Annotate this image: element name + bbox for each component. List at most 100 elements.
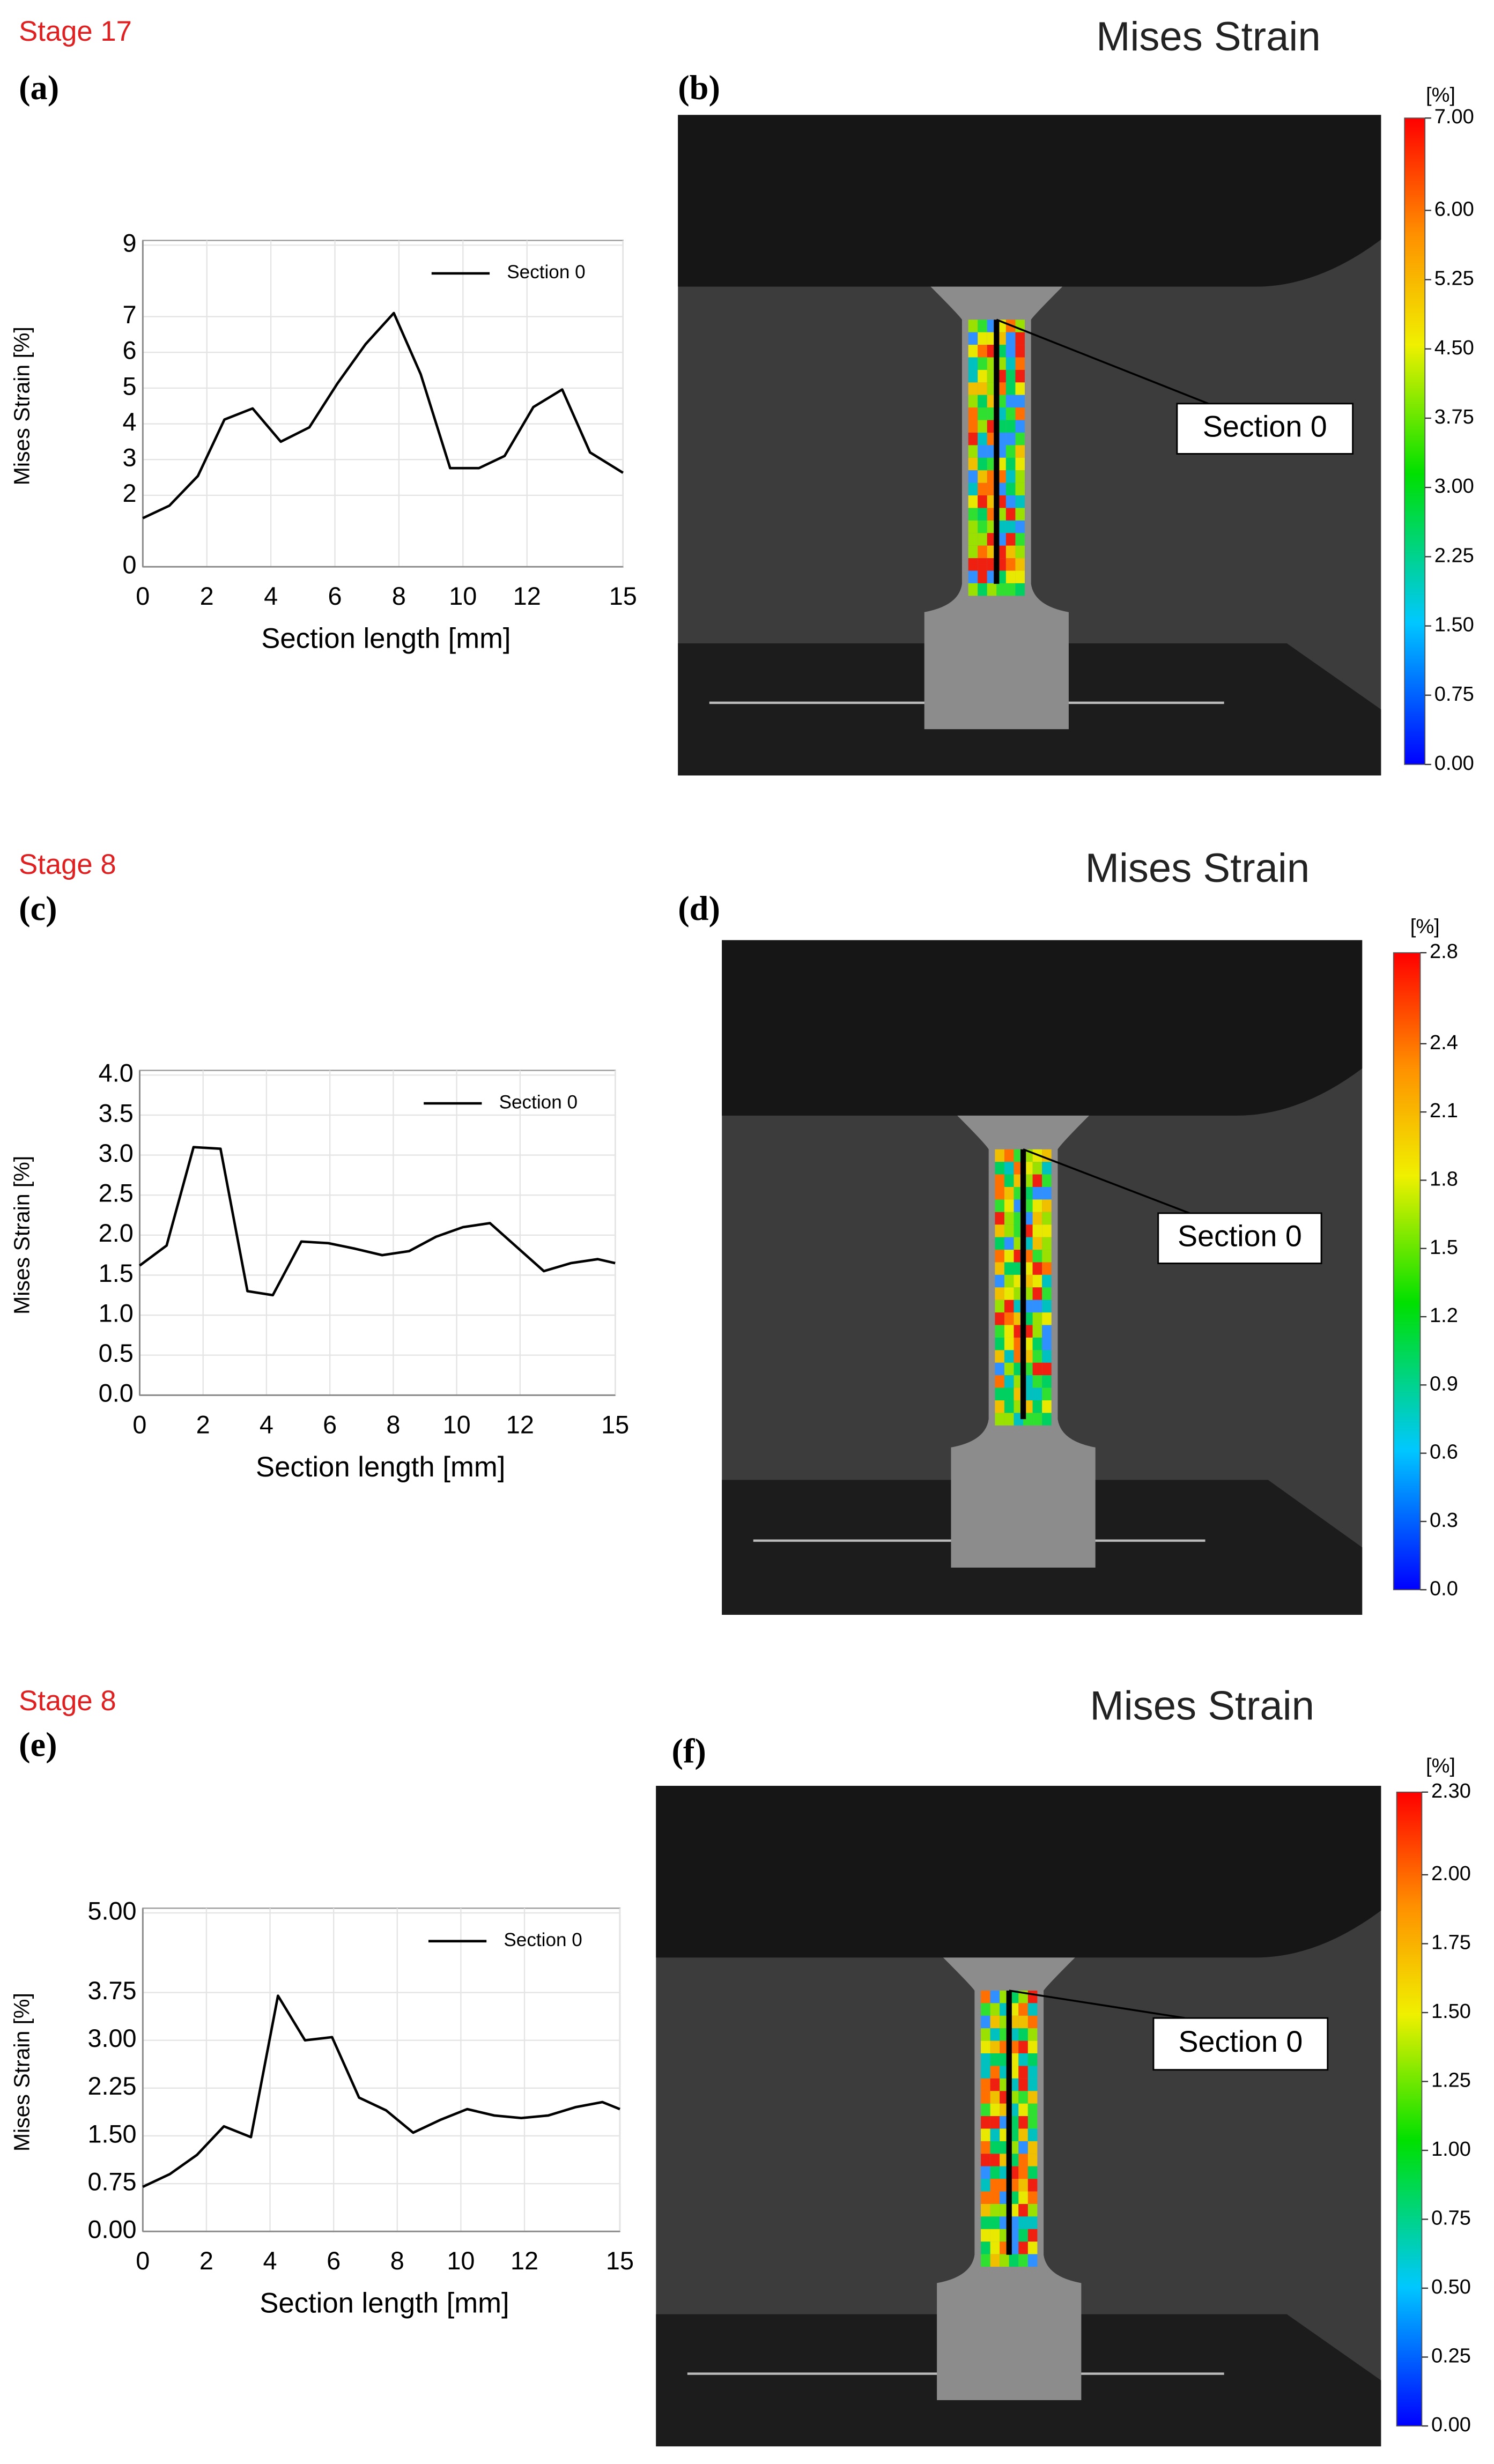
y-tick-label: 9 bbox=[123, 229, 137, 257]
strain-cell bbox=[1042, 1312, 1052, 1325]
strain-cell bbox=[1032, 1325, 1042, 1338]
strain-cell bbox=[1018, 2203, 1028, 2217]
strain-cell bbox=[1004, 1149, 1014, 1162]
strain-cell bbox=[1018, 2053, 1028, 2066]
x-tick-label: 10 bbox=[449, 582, 477, 610]
upper-grip bbox=[722, 940, 1363, 1116]
colorbar-tick-label: 7.00 bbox=[1434, 106, 1474, 128]
strain-cell bbox=[978, 345, 987, 358]
y-tick-label: 2 bbox=[123, 479, 137, 507]
strain-cell bbox=[1018, 2242, 1028, 2254]
strain-cell bbox=[968, 420, 978, 433]
strain-cell bbox=[1042, 1237, 1052, 1250]
colorbar-tick-label: 0.6 bbox=[1430, 1441, 1458, 1464]
strain-cell bbox=[1005, 432, 1016, 446]
strain-cell bbox=[1018, 2015, 1028, 2029]
strain-cell bbox=[1042, 1362, 1052, 1376]
strain-cell bbox=[1027, 2203, 1038, 2217]
strain-cell bbox=[978, 369, 987, 383]
strain-cell bbox=[978, 332, 987, 345]
y-tick-label: 3 bbox=[123, 444, 137, 472]
strain-cell bbox=[968, 470, 978, 483]
strain-cell bbox=[995, 1162, 1004, 1175]
strain-cell bbox=[995, 1312, 1004, 1325]
strain-cell bbox=[1004, 1350, 1014, 1363]
strain-cell bbox=[1018, 2028, 1028, 2041]
colorbar-tick-label: 1.50 bbox=[1434, 614, 1474, 636]
strain-cell bbox=[1018, 2191, 1028, 2204]
panel-label: (d) bbox=[678, 889, 720, 927]
series-line bbox=[142, 311, 624, 519]
x-tick-label: 4 bbox=[263, 2247, 277, 2275]
x-tick-label: 10 bbox=[443, 1411, 471, 1438]
x-tick-label: 8 bbox=[390, 2247, 404, 2275]
y-tick-label: 4.0 bbox=[99, 1059, 134, 1087]
colorbar-tick-label: 2.8 bbox=[1430, 940, 1458, 963]
colorbar-tick-label: 4.50 bbox=[1434, 337, 1474, 359]
strain-cell bbox=[981, 2128, 990, 2141]
strain-cell bbox=[1015, 508, 1025, 521]
colorbar-tick-label: 1.75 bbox=[1431, 1932, 1471, 1954]
y-tick-label: 3.75 bbox=[87, 1977, 136, 2005]
plot-area bbox=[139, 1070, 616, 1396]
strain-cell bbox=[1005, 470, 1016, 483]
strain-cell bbox=[981, 2116, 990, 2129]
strain-cell bbox=[1004, 1300, 1014, 1313]
strain-cell bbox=[1004, 1362, 1014, 1376]
strain-cell bbox=[990, 2254, 1000, 2267]
strain-cell bbox=[995, 1362, 1004, 1376]
x-tick-label: 8 bbox=[392, 582, 406, 610]
panel-label: (e) bbox=[19, 1726, 57, 1764]
strain-cell bbox=[1042, 1274, 1052, 1288]
strain-cell bbox=[1032, 1387, 1042, 1401]
strain-cell bbox=[981, 2203, 990, 2217]
strain-cell bbox=[995, 1174, 1004, 1188]
strain-cell bbox=[1005, 495, 1016, 508]
strain-cell bbox=[1015, 495, 1025, 508]
strain-cell bbox=[1004, 1387, 1014, 1401]
strain-cell bbox=[968, 483, 978, 496]
colorbar-tick-label: 2.30 bbox=[1431, 1780, 1471, 1802]
x-tick-label: 0 bbox=[136, 582, 150, 610]
strain-cell bbox=[990, 2066, 1000, 2079]
strain-cell bbox=[1032, 1300, 1042, 1313]
strain-cell bbox=[1027, 2116, 1038, 2129]
strain-cell bbox=[1015, 470, 1025, 483]
colorbar-tick-label: 5.25 bbox=[1434, 268, 1474, 290]
strain-cell bbox=[1004, 1312, 1014, 1325]
strain-cell bbox=[1004, 1375, 1014, 1388]
strain-cell bbox=[1005, 369, 1016, 383]
y-tick-label: 3.00 bbox=[87, 2024, 136, 2052]
strain-cell bbox=[1032, 1312, 1042, 1325]
strain-cell bbox=[968, 320, 978, 332]
strain-cell bbox=[1018, 2103, 1028, 2117]
y-tick-label: 2.25 bbox=[87, 2072, 136, 2100]
strain-cell bbox=[990, 2053, 1000, 2066]
strain-cell bbox=[1042, 1325, 1052, 1338]
strain-cell bbox=[1018, 2216, 1028, 2229]
strain-cell bbox=[1027, 2254, 1038, 2267]
y-tick-label: 0.0 bbox=[99, 1379, 134, 1407]
strain-cell bbox=[995, 1237, 1004, 1250]
strain-cell bbox=[968, 457, 978, 471]
x-axis-label: Section length [mm] bbox=[260, 2288, 509, 2319]
strain-cell bbox=[1032, 1287, 1042, 1300]
y-tick-label: 4 bbox=[123, 408, 137, 436]
strain-cell bbox=[995, 1199, 1004, 1212]
x-tick-label: 12 bbox=[513, 582, 541, 610]
strain-cell bbox=[1004, 1162, 1014, 1175]
colorbar-tick-label: 1.5 bbox=[1430, 1236, 1458, 1259]
strain-cell bbox=[1027, 2154, 1038, 2166]
y-tick-label: 0.5 bbox=[99, 1339, 134, 1367]
strain-cell bbox=[1042, 1337, 1052, 1350]
strain-cell bbox=[1027, 2053, 1038, 2066]
colorbar-tick-label: 1.50 bbox=[1431, 2000, 1471, 2023]
strain-cell bbox=[968, 570, 978, 583]
strain-cell bbox=[1032, 1224, 1042, 1237]
callout-leader bbox=[996, 318, 1209, 405]
strain-cell bbox=[1004, 1413, 1014, 1426]
colorbar-tick-label: 0.75 bbox=[1434, 683, 1474, 706]
strain-cell bbox=[1027, 2078, 1038, 2091]
strain-cell bbox=[1015, 533, 1025, 546]
